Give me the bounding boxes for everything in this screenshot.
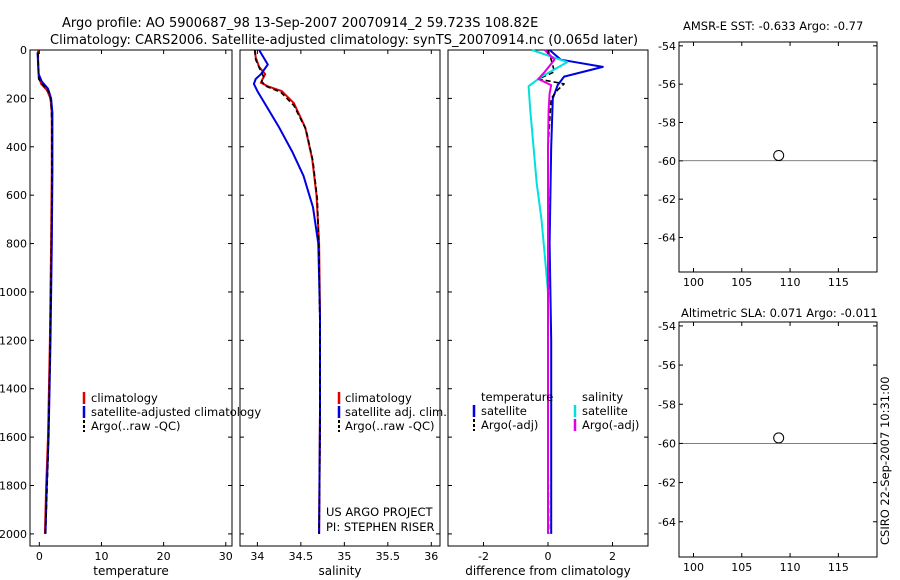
depth-tick-label: 800 <box>6 238 27 251</box>
salinity-axes-frame <box>239 49 441 547</box>
depth-tick-label: 200 <box>6 92 27 105</box>
sst_map-lat-tick-label: -54 <box>658 40 676 53</box>
temperature-axes-frame <box>29 49 233 547</box>
sst-map-ticks: -54 -56 -58 -60 -62 -64 100 105 110 115 <box>658 40 877 289</box>
sla-map-title: Altimetric SLA: 0.071 Argo: -0.011 <box>681 306 878 320</box>
sst_map-float-marker <box>773 149 785 161</box>
difference-series-salinity-argo-adj- <box>537 49 556 534</box>
difference-legend: temperature salinity satellite Argo(-adj… <box>472 390 639 432</box>
temperature-xtick-label: 20 <box>157 550 171 563</box>
depth-tick-label: 600 <box>6 189 27 202</box>
sst_map-lat-tick-label: -58 <box>658 117 676 130</box>
temperature-legend-argo: Argo(..raw -QC) <box>91 419 181 433</box>
figure-title-line2: Climatology: CARS2006. Satellite-adjuste… <box>50 33 638 48</box>
difference-xlabel: difference from climatology <box>465 564 631 578</box>
difference-legend-sal-argo: Argo(-adj) <box>582 418 639 432</box>
depth-tick-label: 1800 <box>0 480 27 493</box>
sst_map-lon-tick-label: 100 <box>683 276 704 289</box>
depth-tick-label: 0 <box>20 44 27 57</box>
depth-tick-label: 2000 <box>0 528 27 541</box>
difference-xtick-label: 0 <box>545 550 552 563</box>
figure-title-line1: Argo profile: AO 5900687_98 13-Sep-2007 … <box>62 16 538 31</box>
sla_map-lat-tick-label: -64 <box>658 516 676 529</box>
sla-map-heatmap <box>679 432 877 444</box>
sst_map-lat-tick-label: -60 <box>658 155 676 168</box>
sla_map-lat-tick-label: -56 <box>658 359 676 372</box>
sla-map-ticks: -54 -56 -58 -60 -62 -64 100 105 110 115 <box>658 320 877 574</box>
sla_map-lon-tick-label: 115 <box>828 561 849 574</box>
sla_map-lat-tick-label: -62 <box>658 477 676 490</box>
depth-tick-label: 1200 <box>0 334 27 347</box>
sla_map-lat-tick-label: -58 <box>658 398 676 411</box>
depth-tick-label: 1400 <box>0 383 27 396</box>
project-annotation-line1: US ARGO PROJECT <box>326 505 434 519</box>
salinity-legend-satellite: satellite adj. clim. <box>345 405 447 419</box>
depth-tick-label: 1000 <box>0 286 27 299</box>
temperature-panel: temperature climatology satellite-adjust… <box>0 44 261 578</box>
salinity-xtick-label: 35 <box>337 550 351 563</box>
salinity-legend-argo: Argo(..raw -QC) <box>345 419 435 433</box>
sst-map-panel: AMSR-E SST: -0.633 Argo: -0.77 -54 -56 -58… <box>658 19 878 289</box>
sla_map-lat-tick-label: -54 <box>658 320 676 333</box>
depth-tick-label: 1600 <box>0 431 27 444</box>
sla-map-frame <box>678 321 878 558</box>
side-timestamp-label: CSIRO 22-Sep-2007 10:31:00 <box>878 376 892 545</box>
temperature-legend: climatology satellite-adjusted climatolo… <box>82 391 261 433</box>
sst_map-lat-tick-label: -64 <box>658 232 676 245</box>
temperature-series-argo-raw-qc- <box>37 52 53 534</box>
temperature-xtick-label: 0 <box>36 550 43 563</box>
salinity-panel: salinity climatology satellite adj. clim… <box>239 49 447 578</box>
salinity-xtick-label: 34.5 <box>289 550 314 563</box>
sst_map-lat-tick-label: -62 <box>658 193 676 206</box>
salinity-legend: climatology satellite adj. clim. Argo(..… <box>337 391 447 433</box>
salinity-xtick-label: 35.5 <box>376 550 401 563</box>
difference-xtick-label: -2 <box>478 550 489 563</box>
difference-series-temperature-satellite <box>548 49 604 534</box>
salinity-xlabel: salinity <box>318 564 361 578</box>
sst_map-lon-tick-label: 105 <box>731 276 752 289</box>
sla_map-lat-tick-label: -60 <box>658 437 676 450</box>
sst-map-frame <box>678 41 878 273</box>
difference-legend-temp-argo: Argo(-adj) <box>481 418 538 432</box>
difference-legend-salinity-title: salinity <box>582 390 623 404</box>
sst_map-lon-tick-label: 115 <box>828 276 849 289</box>
sla_map-lon-tick-label: 110 <box>780 561 801 574</box>
sst-map-heatmap <box>679 149 877 162</box>
salinity-xtick-label: 36 <box>424 550 438 563</box>
temperature-legend-climatology: climatology <box>91 391 158 405</box>
salinity-legend-climatology: climatology <box>345 391 412 405</box>
salinity-series-satellite-adj-clim- <box>252 49 321 534</box>
depth-tick-label: 400 <box>6 141 27 154</box>
difference-legend-temperature-title: temperature <box>481 390 553 404</box>
salinity-series-climatology <box>253 49 321 534</box>
sst_map-lon-tick-label: 110 <box>780 276 801 289</box>
sla_map-float-marker <box>773 432 785 444</box>
temperature-series-group <box>36 50 54 534</box>
difference-series-group <box>527 49 604 534</box>
salinity-xtick-label: 34 <box>250 550 264 563</box>
temperature-legend-satellite: satellite-adjusted climatology <box>91 405 261 419</box>
sla_map-lon-tick-label: 100 <box>683 561 704 574</box>
sla-map-panel: Altimetric SLA: 0.071 Argo: -0.011 -54-5… <box>658 306 878 574</box>
temperature-xlabel: temperature <box>93 564 168 578</box>
sst-map-title: AMSR-E SST: -0.633 Argo: -0.77 <box>683 19 863 33</box>
difference-panel: difference from climatology temperature … <box>447 49 649 578</box>
temperature-xtick-label: 30 <box>219 550 233 563</box>
temperature-xtick-label: 10 <box>94 550 108 563</box>
difference-xtick-label: 2 <box>609 550 616 563</box>
project-annotation-line2: PI: STEPHEN RISER <box>326 520 435 534</box>
temperature-series-climatology <box>37 50 53 534</box>
salinity-series-group <box>252 49 321 534</box>
salinity-series-argo-raw-qc- <box>254 49 321 534</box>
difference-legend-temp-satellite: satellite <box>481 404 527 418</box>
difference-legend-sal-satellite: satellite <box>582 404 628 418</box>
sla_map-lon-tick-label: 105 <box>731 561 752 574</box>
sst_map-lat-tick-label: -56 <box>658 78 676 91</box>
